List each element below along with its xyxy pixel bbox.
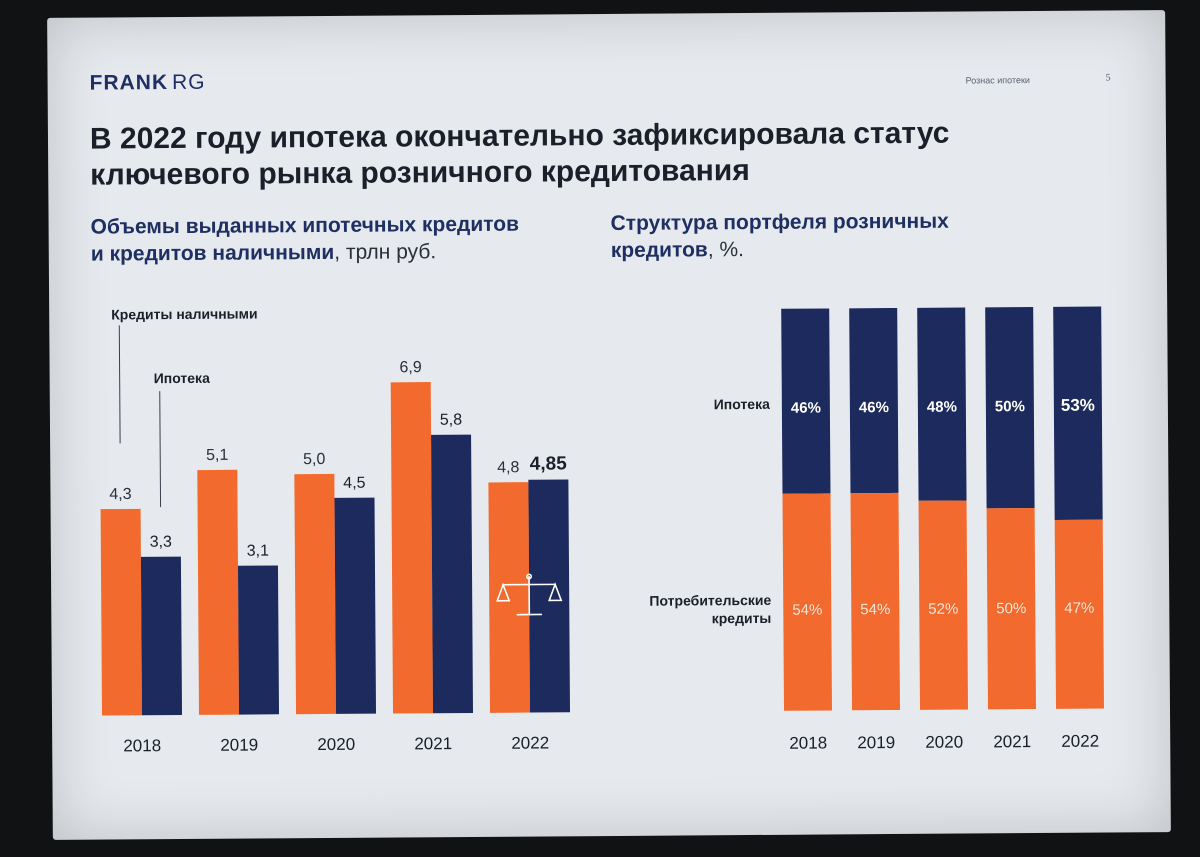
logo-suffix: RG (172, 70, 206, 95)
x-tick-label-2020: 2020 (925, 733, 963, 752)
legend-label-mortgage: Ипотека (154, 370, 210, 386)
stacked-bar-mortgage-2020 (917, 307, 967, 501)
value-label-mortgage-2018: 3,3 (150, 534, 172, 551)
right-chart-title-line-2-text: кредитов (610, 238, 708, 262)
slide-title: В 2022 году ипотека окончательно зафикси… (90, 115, 1090, 194)
scales-icon-right-pan (548, 582, 563, 602)
value-label-mortgage-2021: 5,8 (440, 412, 462, 429)
left-chart-title-line-2: и кредитов наличными, трлн руб. (91, 238, 520, 268)
legend-label-consumer-loans-line-1: Потребительские (649, 592, 771, 609)
share-label-consumer-2022: 47% (1064, 600, 1094, 617)
x-tick-label-2020: 2020 (317, 735, 355, 754)
share-label-mortgage-2019: 46% (859, 399, 889, 416)
x-tick-label-2022: 2022 (1061, 732, 1099, 751)
share-label-consumer-2018: 54% (792, 602, 822, 619)
scales-icon-left-pan (496, 582, 511, 602)
right-chart-unit: , %. (707, 238, 745, 262)
share-label-consumer-2021: 50% (996, 600, 1026, 617)
x-tick-label-2018: 2018 (123, 736, 161, 755)
legend-label-consumer-loans-line-2: кредиты (712, 610, 772, 626)
share-label-consumer-2020: 52% (928, 601, 958, 618)
mortgage-cash-loans-bar-chart: Кредиты наличными Ипотека 4,3 3,3 2018 5,1 3,1… (100, 305, 571, 755)
stacked-bar-consumer-2020 (918, 500, 968, 710)
bar-cash-loans-2020 (294, 473, 337, 715)
value-label-cash-loans-2020: 5,0 (303, 451, 325, 468)
slide-title-line-1: В 2022 году ипотека окончательно зафикси… (89, 116, 950, 156)
value-label-cash-loans-2022: 4,8 (497, 459, 519, 476)
stacked-bar-consumer-2018 (782, 493, 832, 711)
x-tick-label-2021: 2021 (993, 732, 1031, 751)
bar-mortgage-2020 (334, 497, 377, 714)
bar-cash-loans-2019 (197, 469, 240, 715)
legend-leader-line-cash (118, 325, 121, 444)
left-chart-title-line-2-text: и кредитов наличными (90, 240, 335, 266)
stacked-bar-mortgage-2019 (849, 307, 899, 494)
bar-mortgage-2019 (237, 565, 280, 715)
bar-mortgage-2021 (431, 434, 474, 714)
bar-mortgage-2022 (528, 479, 571, 713)
share-label-mortgage-2022: 53% (1061, 396, 1095, 415)
slide-title-line-2: ключевого рынка розничного кредитования (90, 154, 750, 192)
bar-cash-loans-2018 (100, 508, 143, 716)
legend-label-mortgage: Ипотека (714, 396, 770, 412)
value-label-mortgage-2019: 3,1 (247, 543, 269, 560)
bar-cash-loans-2022 (488, 482, 531, 713)
header-section-label: Рознас ипотеки (965, 75, 1030, 86)
bar-cash-loans-2021 (390, 382, 434, 714)
bar-mortgage-2018 (140, 556, 183, 716)
value-label-cash-loans-2018: 4,3 (109, 486, 131, 503)
frank-rg-logo: FRANK RG (90, 71, 206, 96)
presentation-slide: FRANK RG Рознас ипотеки 5 В 2022 году ипо… (47, 10, 1171, 840)
x-tick-label-2019: 2019 (857, 733, 895, 752)
share-label-mortgage-2020: 48% (927, 399, 957, 416)
left-chart-unit: , трлн руб. (334, 240, 437, 264)
value-label-cash-loans-2021: 6,9 (399, 359, 421, 376)
right-chart-title: Структура портфеля розничных кредитов, %… (610, 208, 949, 264)
legend-label-cash-loans: Кредиты наличными (111, 305, 257, 322)
logo-brand: FRANK (89, 71, 169, 95)
x-tick-label-2021: 2021 (414, 734, 452, 753)
right-chart-title-line-1: Структура портфеля розничных (610, 209, 949, 235)
value-label-mortgage-2022: 4,85 (530, 453, 568, 474)
share-label-consumer-2019: 54% (860, 601, 890, 618)
stacked-bar-consumer-2019 (850, 492, 900, 711)
value-label-cash-loans-2019: 5,1 (206, 447, 228, 464)
stacked-bar-mortgage-2021 (985, 307, 1035, 509)
value-label-mortgage-2020: 4,5 (343, 475, 365, 492)
scales-icon-knob (526, 573, 533, 580)
share-label-mortgage-2018: 46% (791, 400, 821, 417)
x-tick-label-2022: 2022 (511, 733, 549, 752)
stacked-bar-consumer-2021 (986, 508, 1036, 710)
stacked-bar-mortgage-2022 (1053, 306, 1103, 520)
left-chart-title-line-1: Объемы выданных ипотечных кредитов (90, 212, 520, 239)
stacked-bar-mortgage-2018 (781, 308, 831, 494)
x-tick-label-2019: 2019 (220, 735, 258, 754)
legend-leader-line-mortgage (159, 391, 162, 508)
x-tick-label-2018: 2018 (789, 733, 827, 752)
left-chart-title: Объемы выданных ипотечных кредитов и кре… (91, 211, 520, 268)
scales-icon (496, 573, 563, 616)
right-chart-title-line-2: кредитов, %. (611, 235, 949, 264)
stacked-bar-consumer-2022 (1054, 519, 1104, 709)
share-label-mortgage-2021: 50% (995, 398, 1025, 415)
page-number: 5 (1105, 72, 1111, 84)
